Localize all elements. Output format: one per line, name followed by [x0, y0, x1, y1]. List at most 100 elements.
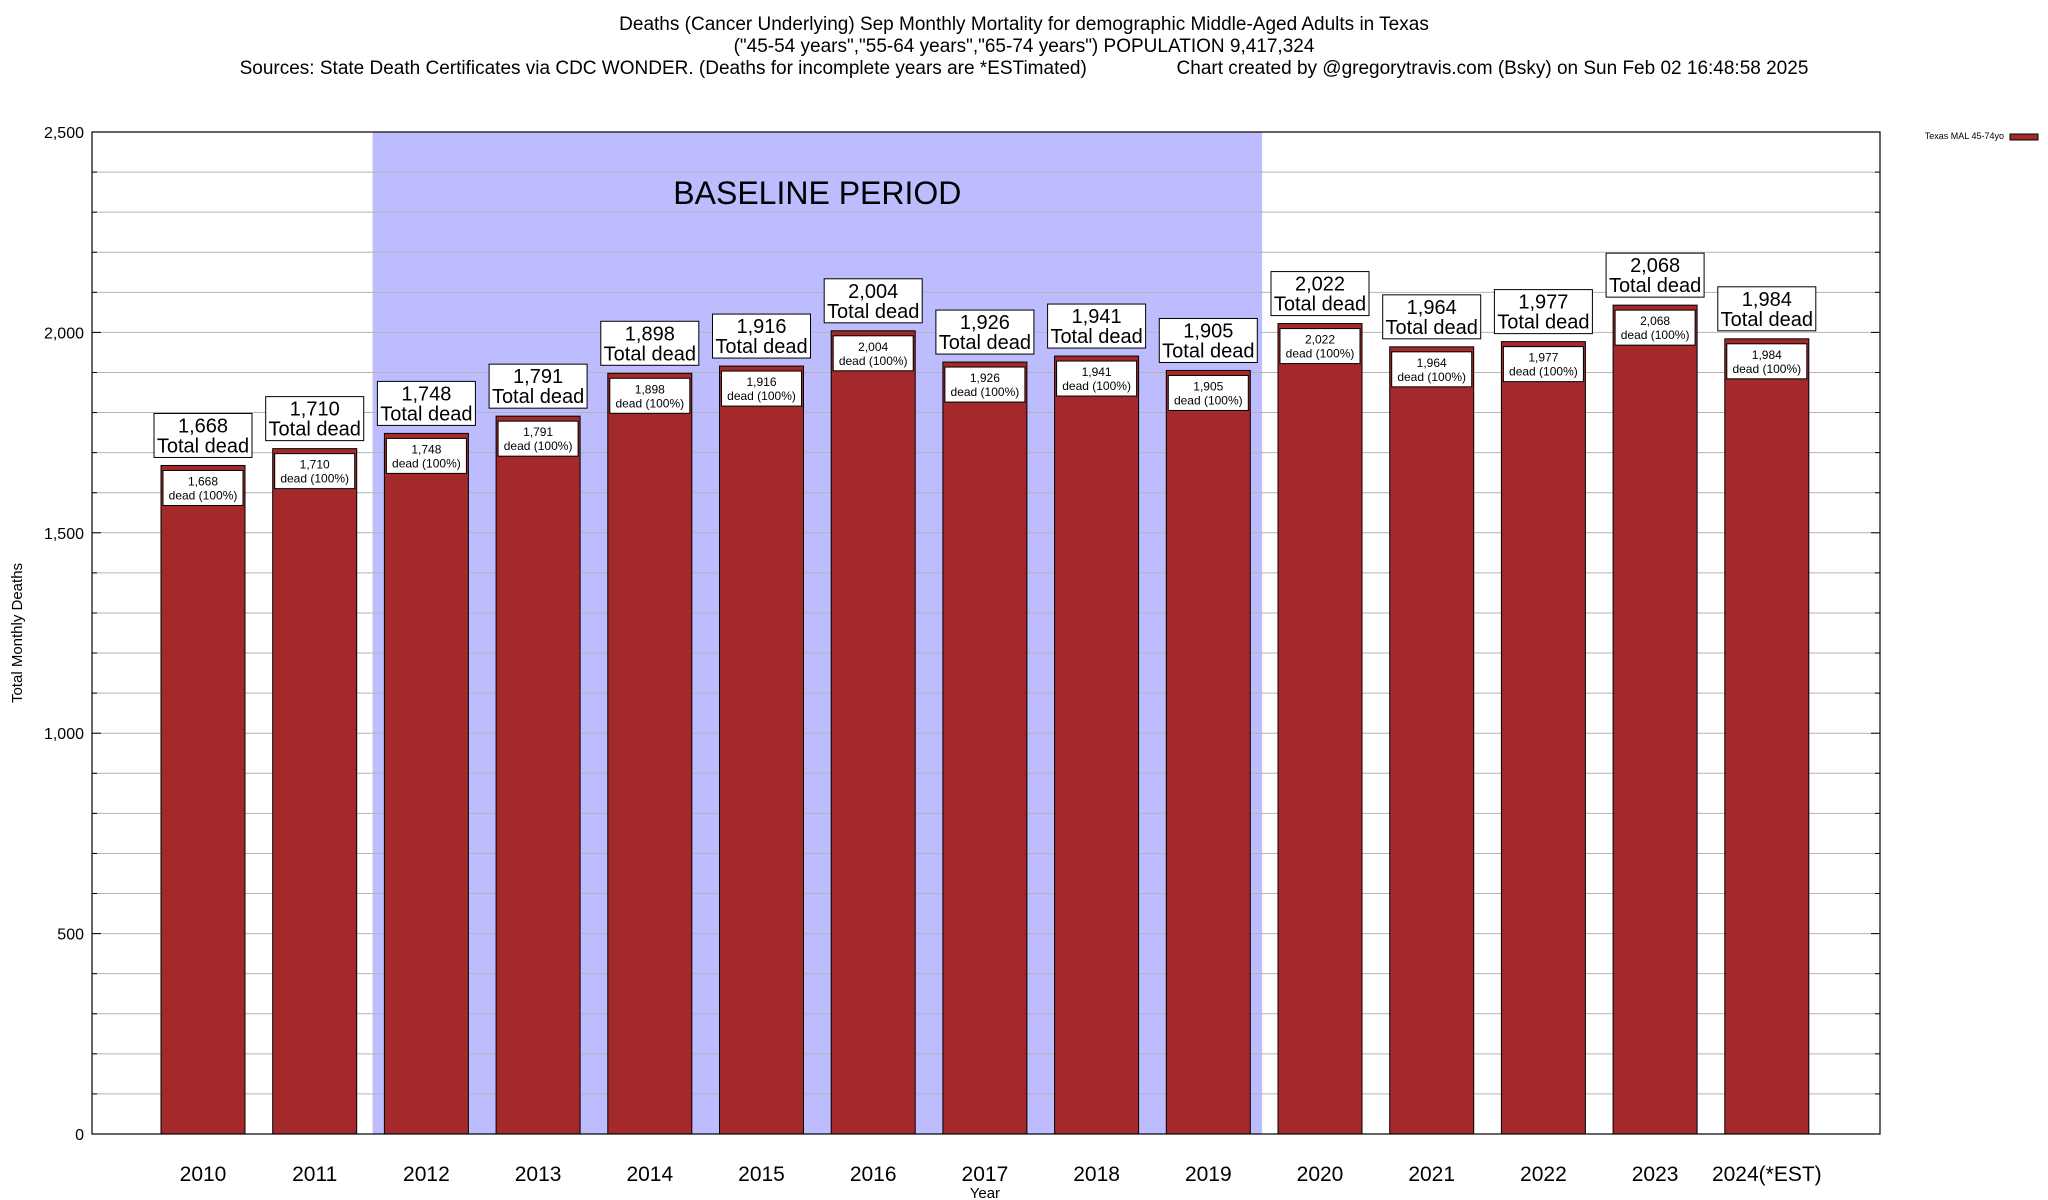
bar-inner-value-label: 1,964 — [1417, 356, 1447, 370]
bar-total-value-label: 2,022 — [1295, 274, 1345, 296]
bar-total-value-label: 1,984 — [1742, 289, 1792, 311]
bar-inner-value-label: 1,791 — [523, 425, 553, 439]
bar-total-text-label: Total dead — [715, 336, 807, 358]
legend-swatch — [2009, 133, 2039, 141]
bar — [1277, 323, 1363, 1135]
bar-total-text-label: Total dead — [269, 419, 361, 441]
bar — [1165, 369, 1251, 1135]
bar-inner-label-box — [1726, 343, 1808, 380]
x-tick-label: 2018 — [1073, 1163, 1120, 1186]
bar — [830, 330, 916, 1135]
bar-total-text-label: Total dead — [492, 386, 584, 408]
bar-inner-label-box — [1502, 346, 1584, 383]
chart-source-line: Sources: State Death Certificates via CD… — [239, 58, 1809, 79]
x-tick-label: 2020 — [1297, 1163, 1344, 1186]
bar-total-label-box — [488, 363, 588, 409]
bar-inner-label-box — [385, 437, 467, 474]
bar-total-value-label: 1,710 — [290, 399, 340, 421]
bar-total-label-box — [823, 278, 923, 324]
bar-total-value-label: 1,905 — [1183, 320, 1233, 342]
bar-total-value-label: 1,748 — [401, 383, 451, 405]
x-tick-label: 2015 — [738, 1163, 785, 1186]
x-tick-label: 2019 — [1185, 1163, 1232, 1186]
x-axis: 2010 2011 2012 2013 2014 2015 2016 2017 2018 2019… — [180, 1163, 1822, 1186]
bar-total-text-label: Total dead — [604, 343, 696, 365]
bar-inner-percent-label: dead (100%) — [1397, 370, 1466, 384]
bar-total-value-label: 1,926 — [960, 312, 1010, 334]
bar-total-text-label: Total dead — [1162, 340, 1254, 362]
legend-label: Texas MAL 45-74yo — [1925, 131, 2004, 141]
bar-inner-percent-label: dead (100%) — [392, 456, 461, 470]
bar-total-text-label: Total dead — [827, 301, 919, 323]
bar-total-text-label: Total dead — [1386, 317, 1478, 339]
bar-total-value-label: 1,964 — [1407, 297, 1457, 319]
bar-inner-label-box — [609, 377, 691, 414]
y-tick-label: 2,500 — [44, 125, 84, 142]
x-tick-label: 2012 — [403, 1163, 450, 1186]
chart-title: Deaths (Cancer Underlying) Sep Monthly M… — [619, 14, 1429, 35]
bar — [495, 415, 581, 1135]
baseline-period-label: BASELINE PERIOD — [673, 175, 961, 211]
bar-inner-percent-label: dead (100%) — [504, 439, 573, 453]
bar-inner-label-box — [1614, 309, 1696, 346]
x-tick-label: 2023 — [1632, 1163, 1679, 1186]
bar — [272, 448, 358, 1135]
bar-inner-value-label: 1,748 — [411, 442, 441, 456]
bar-inner-percent-label: dead (100%) — [727, 389, 796, 403]
x-tick-label: 2017 — [962, 1163, 1009, 1186]
y-tick-label: 1,500 — [44, 526, 84, 543]
bar-inner-value-label: 1,977 — [1528, 351, 1558, 365]
bar-total-label-box — [153, 412, 253, 458]
bar-inner-value-label: 1,926 — [970, 371, 1000, 385]
bar-inner-value-label: 1,984 — [1752, 348, 1782, 362]
bar-inner-percent-label: dead (100%) — [951, 385, 1020, 399]
bar-total-value-label: 1,668 — [178, 415, 228, 437]
bar — [1389, 346, 1475, 1135]
bar-inner-label-box — [1056, 360, 1138, 397]
bar — [1054, 355, 1140, 1135]
bar-total-label-box — [1382, 294, 1482, 340]
bar-inner-value-label: 1,668 — [188, 474, 218, 488]
bar-total-text-label: Total dead — [1050, 326, 1142, 348]
bar-inner-percent-label: dead (100%) — [1732, 362, 1801, 376]
y-tick-label: 500 — [57, 927, 84, 944]
bar-total-label-box — [1717, 286, 1817, 332]
x-tick-label: 2016 — [850, 1163, 897, 1186]
y-axis-title: Total Monthly Deaths — [9, 563, 26, 703]
bar-inner-percent-label: dead (100%) — [1621, 328, 1690, 342]
bar-total-label-box — [376, 380, 476, 426]
bar-total-value-label: 1,941 — [1072, 306, 1122, 328]
plot-frame — [91, 131, 1881, 1135]
bar-inner-label-box — [274, 453, 356, 490]
x-tick-label: 2021 — [1408, 1163, 1455, 1186]
bar-total-label-box — [265, 396, 365, 442]
bar-inner-percent-label: dead (100%) — [169, 488, 238, 502]
bar-inner-value-label: 1,905 — [1193, 379, 1223, 393]
bar-total-text-label: Total dead — [380, 403, 472, 425]
bar-total-text-label: Total dead — [157, 435, 249, 457]
bar-total-value-label: 2,004 — [848, 281, 898, 303]
bar-inner-label-box — [832, 335, 914, 372]
bar-total-text-label: Total dead — [1721, 309, 1813, 331]
bar-total-label-box — [600, 320, 700, 366]
bar-total-label-box — [1158, 317, 1258, 363]
bar-total-label-box — [712, 313, 811, 359]
bar-inner-percent-label: dead (100%) — [280, 472, 349, 486]
bar-inner-label-box — [162, 469, 244, 506]
bar-inner-value-label: 1,710 — [300, 458, 330, 472]
bar-inner-percent-label: dead (100%) — [1062, 379, 1131, 393]
x-tick-label: 2013 — [515, 1163, 562, 1186]
x-tick-label: 2022 — [1520, 1163, 1567, 1186]
y-tick-label: 0 — [75, 1127, 84, 1144]
bar-total-label-box — [1047, 303, 1147, 349]
bar-inner-value-label: 2,004 — [858, 340, 888, 354]
bar-total-text-label: Total dead — [1274, 294, 1366, 316]
bar-inner-label-box — [1391, 351, 1473, 388]
bar-inner-label-box — [721, 370, 802, 407]
bar-inner-value-label: 1,898 — [635, 382, 665, 396]
bar — [1612, 304, 1698, 1135]
bar — [1500, 341, 1586, 1135]
bar — [942, 361, 1028, 1135]
